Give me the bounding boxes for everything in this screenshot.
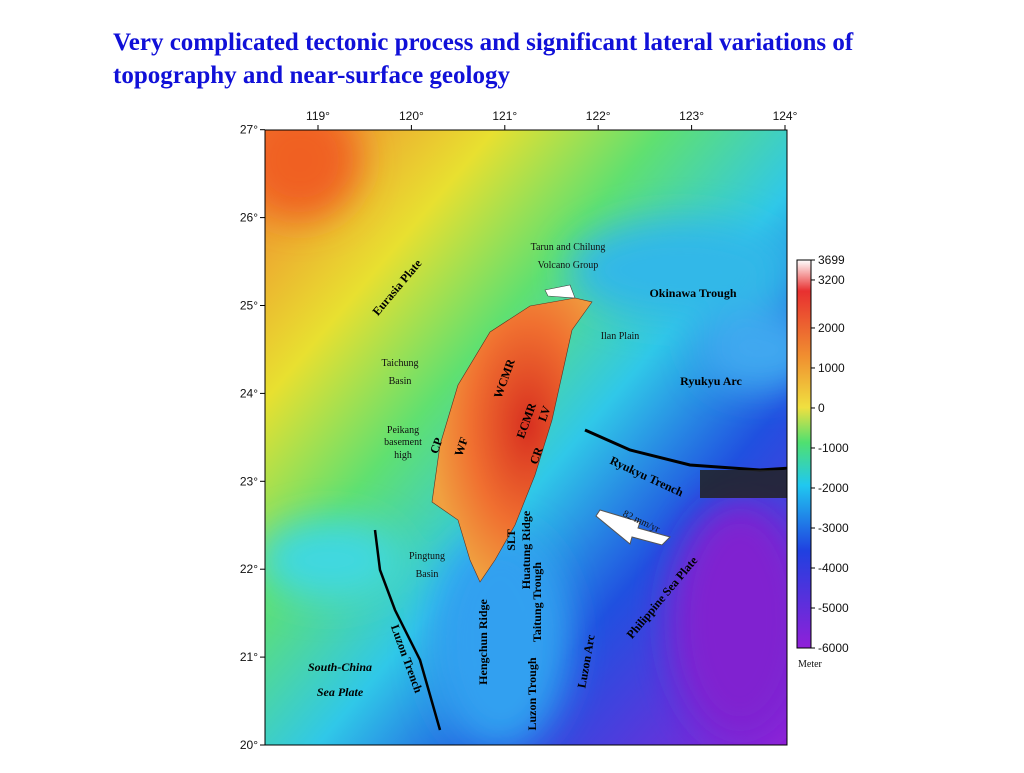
lon-label: 123°: [679, 109, 704, 123]
colorbar-label: -3000: [818, 521, 849, 535]
colorbar-label: 0: [818, 401, 825, 415]
colorbar: [796, 259, 812, 649]
map-label: Taitung Trough: [530, 562, 544, 642]
map-label: Ilan Plain: [601, 331, 640, 342]
lat-label: 20°: [240, 738, 258, 752]
colorbar-label: -4000: [818, 561, 849, 575]
map-label: Okinawa Trough: [649, 286, 736, 300]
colorbar-label: -1000: [818, 441, 849, 455]
lat-label: 21°: [240, 650, 258, 664]
map-label: Hengchun Ridge: [476, 598, 490, 684]
map-label: CR: [527, 445, 546, 466]
lat-label: 27°: [240, 123, 258, 137]
map-frame: [264, 129, 788, 746]
map-label: Volcano Group: [538, 260, 599, 271]
lon-label: 122°: [586, 109, 611, 123]
map-label: WF: [451, 435, 471, 458]
lat-label: 25°: [240, 299, 258, 313]
map-label: CP: [427, 436, 446, 456]
lon-label: 124°: [773, 109, 798, 123]
colorbar-unit: Meter: [798, 659, 823, 670]
lat-label: 24°: [240, 386, 258, 400]
colorbar-label: -5000: [818, 601, 849, 615]
lat-label: 26°: [240, 211, 258, 225]
lat-label: 22°: [240, 562, 258, 576]
map-label: Sea Plate: [317, 685, 364, 699]
map-label: high: [394, 450, 412, 461]
map-label: Peikang: [387, 425, 419, 436]
colorbar-label: -2000: [818, 481, 849, 495]
map-label: Pingtung: [409, 551, 445, 562]
colorbar-label: 1000: [818, 361, 845, 375]
lat-label: 23°: [240, 474, 258, 488]
map: [265, 130, 787, 745]
map-label: Luzon Trough: [525, 657, 539, 730]
lon-label: 121°: [492, 109, 517, 123]
map-label: Basin: [416, 569, 439, 580]
title-line: Very complicated tectonic process and si…: [113, 29, 854, 56]
colorbar-label: -6000: [818, 641, 849, 655]
colorbar-label: 3200: [818, 273, 845, 287]
lon-label: 120°: [399, 109, 424, 123]
map-label: LV: [535, 404, 554, 424]
map-label: Tarun and Chilung: [531, 242, 606, 253]
colorbar-label: 2000: [818, 321, 845, 335]
map-label: basement: [384, 437, 422, 448]
map-label: South-China: [308, 660, 372, 674]
map-label: SLT: [504, 529, 518, 551]
lon-label: 119°: [306, 109, 330, 123]
map-label: Huatung Ridge: [519, 510, 533, 589]
title-line: topography and near-surface geology: [113, 62, 510, 89]
map-label: Ryukyu Arc: [680, 374, 742, 388]
colorbar-label: 3699: [818, 253, 845, 267]
map-label: Taichung: [381, 358, 418, 369]
map-label: Basin: [389, 376, 412, 387]
